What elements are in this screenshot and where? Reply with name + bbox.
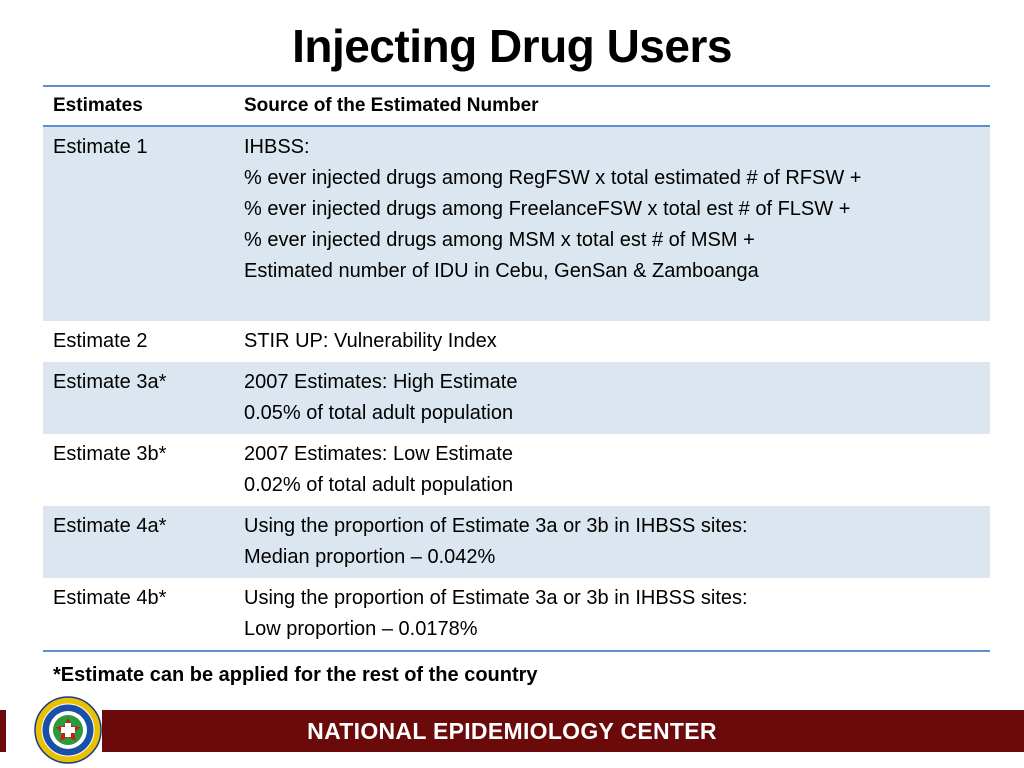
source-line: 0.05% of total adult population xyxy=(244,402,514,424)
row-source: Using the proportion of Estimate 3a or 3… xyxy=(243,583,990,645)
source-line: STIR UP: Vulnerability Index xyxy=(244,330,497,352)
source-line: 2007 Estimates: Low Estimate xyxy=(244,443,514,465)
table-row: Estimate 1 IHBSS: % ever injected drugs … xyxy=(43,127,990,321)
row-label: Estimate 1 xyxy=(53,136,148,158)
source-line: Using the proportion of Estimate 3a or 3… xyxy=(244,587,748,609)
table-row: Estimate 3b* 2007 Estimates: Low Estimat… xyxy=(43,434,990,506)
row-label: Estimate 4a* xyxy=(53,515,167,537)
row-source: Using the proportion of Estimate 3a or 3… xyxy=(243,511,990,573)
source-line: % ever injected drugs among MSM x total … xyxy=(244,229,755,251)
source-line: % ever injected drugs among RegFSW x tot… xyxy=(244,167,862,189)
row-label: Estimate 2 xyxy=(53,330,148,352)
row-label: Estimate 3a* xyxy=(53,371,167,393)
row-source: STIR UP: Vulnerability Index xyxy=(243,326,990,357)
table-row: Estimate 4a* Using the proportion of Est… xyxy=(43,506,990,578)
footer-bar: NATIONAL EPIDEMIOLOGY CENTER xyxy=(0,710,1024,752)
source-line: IHBSS: xyxy=(244,136,310,158)
source-line: 2007 Estimates: High Estimate xyxy=(244,371,518,393)
source-line: Low proportion – 0.0178% xyxy=(244,618,478,640)
table-row: Estimate 4b* Using the proportion of Est… xyxy=(43,578,990,650)
header-source: Source of the Estimated Number xyxy=(244,95,539,116)
estimates-table: Estimates Source of the Estimated Number… xyxy=(43,85,990,652)
row-source: 2007 Estimates: High Estimate 0.05% of t… xyxy=(243,367,990,429)
source-line: 0.02% of total adult population xyxy=(244,474,514,496)
table-row: Estimate 2 STIR UP: Vulnerability Index xyxy=(43,321,990,362)
source-line: Estimated number of IDU in Cebu, GenSan … xyxy=(244,260,759,282)
row-source: 2007 Estimates: Low Estimate 0.02% of to… xyxy=(243,439,990,501)
footer-title: NATIONAL EPIDEMIOLOGY CENTER xyxy=(307,718,717,744)
source-line: % ever injected drugs among FreelanceFSW… xyxy=(244,198,851,220)
row-source: IHBSS: % ever injected drugs among RegFS… xyxy=(243,132,990,316)
row-label: Estimate 3b* xyxy=(53,443,167,465)
row-label: Estimate 4b* xyxy=(53,587,167,609)
header-estimates: Estimates xyxy=(53,95,143,116)
source-line: Median proportion – 0.042% xyxy=(244,546,496,568)
table-header-row: Estimates Source of the Estimated Number xyxy=(43,87,990,127)
footnote: *Estimate can be applied for the rest of… xyxy=(53,664,538,686)
source-line: Using the proportion of Estimate 3a or 3… xyxy=(244,515,748,537)
slide-title: Injecting Drug Users xyxy=(292,20,732,72)
doh-seal-icon xyxy=(34,696,102,764)
table-row: Estimate 3a* 2007 Estimates: High Estima… xyxy=(43,362,990,434)
